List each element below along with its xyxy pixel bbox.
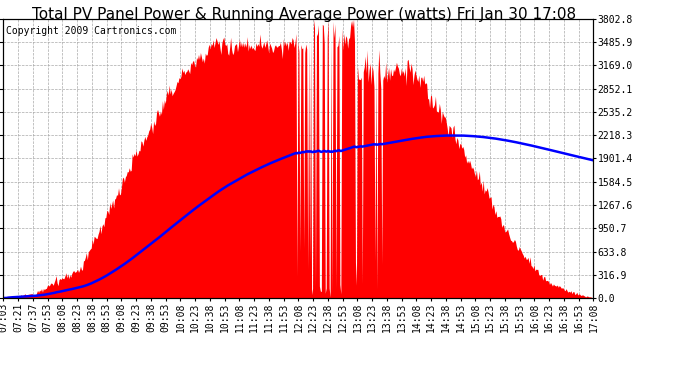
Text: Copyright 2009 Cartronics.com: Copyright 2009 Cartronics.com	[6, 26, 177, 36]
Text: Total PV Panel Power & Running Average Power (watts) Fri Jan 30 17:08: Total PV Panel Power & Running Average P…	[32, 8, 575, 22]
